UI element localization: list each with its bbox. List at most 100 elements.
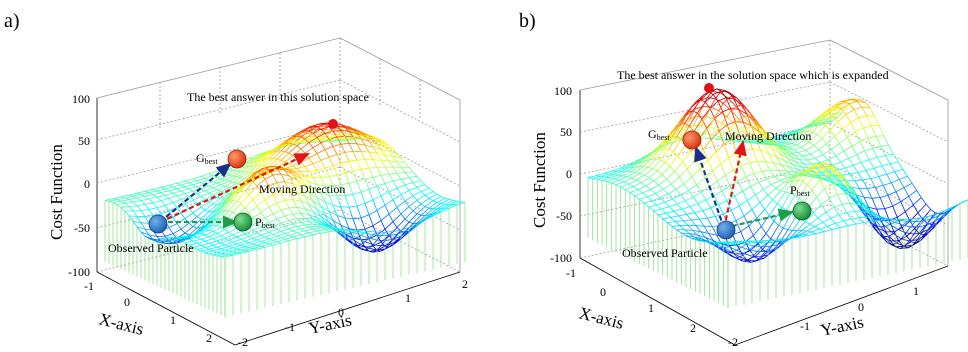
surface-mesh-line bbox=[889, 234, 894, 237]
surface-mesh-line bbox=[682, 209, 687, 214]
surface-mesh-line bbox=[898, 162, 903, 169]
surface-mesh-line bbox=[736, 216, 744, 221]
panel-a-pbest-marker bbox=[234, 213, 252, 231]
surface-mesh-line bbox=[209, 174, 213, 176]
surface-mesh-line bbox=[221, 251, 229, 253]
surface-mesh-line bbox=[233, 171, 237, 172]
surface-mesh-line bbox=[776, 182, 784, 188]
panel-b-z-tick: 0 bbox=[566, 167, 572, 181]
surface-mesh-line bbox=[763, 190, 768, 196]
surface-mesh-line bbox=[221, 240, 229, 243]
surface-mesh-line bbox=[837, 194, 845, 195]
surface-mesh-line bbox=[659, 185, 664, 189]
surface-mesh-line bbox=[177, 194, 185, 196]
surface-mesh-line bbox=[859, 217, 867, 218]
surface-mesh-line bbox=[753, 149, 761, 150]
panel-b-z-tick: 50 bbox=[560, 125, 572, 139]
surface-mesh-line bbox=[841, 158, 849, 162]
surface-mesh-line bbox=[285, 216, 289, 221]
surface-mesh-line bbox=[209, 234, 217, 237]
surface-mesh-line bbox=[317, 230, 325, 231]
surface-mesh-line bbox=[197, 237, 201, 239]
surface-mesh-line bbox=[301, 233, 309, 235]
surface-mesh-line bbox=[766, 234, 771, 239]
surface-mesh-line bbox=[293, 162, 301, 166]
surface-mesh-line bbox=[658, 215, 663, 219]
surface-mesh-line bbox=[397, 201, 405, 207]
surface-mesh-line bbox=[639, 199, 644, 203]
surface-mesh-line bbox=[277, 236, 281, 238]
surface-mesh-line bbox=[747, 200, 752, 209]
surface-mesh-line bbox=[904, 219, 912, 220]
surface-mesh-line bbox=[221, 181, 229, 185]
surface-mesh-line bbox=[685, 201, 690, 207]
surface-mesh-line bbox=[185, 185, 193, 187]
surface-mesh-line bbox=[808, 234, 816, 236]
surface-mesh-line bbox=[221, 179, 225, 180]
surface-mesh-line bbox=[353, 151, 357, 160]
surface-mesh-line bbox=[806, 150, 811, 154]
surface-mesh-line bbox=[185, 191, 193, 194]
surface-mesh-line bbox=[297, 218, 305, 219]
surface-mesh-line bbox=[611, 180, 619, 183]
surface-mesh-line bbox=[353, 230, 361, 231]
surface-mesh-line bbox=[815, 155, 823, 159]
surface-mesh-line bbox=[189, 183, 193, 185]
surface-mesh-line bbox=[846, 115, 851, 123]
surface-mesh-line bbox=[879, 174, 887, 176]
surface-mesh-line bbox=[201, 176, 205, 178]
surface-mesh-line bbox=[161, 191, 169, 193]
surface-mesh-line bbox=[833, 183, 841, 184]
surface-mesh-line bbox=[349, 140, 353, 141]
surface-mesh-line bbox=[821, 198, 829, 204]
surface-mesh-line bbox=[301, 222, 309, 223]
surface-mesh-line bbox=[209, 241, 217, 244]
surface-mesh-line bbox=[842, 204, 847, 212]
surface-mesh-line bbox=[842, 203, 850, 204]
surface-mesh-line bbox=[905, 205, 913, 212]
surface-mesh-line bbox=[221, 243, 225, 245]
surface-mesh-line bbox=[233, 182, 237, 183]
surface-mesh-line bbox=[425, 185, 429, 189]
surface-mesh-line bbox=[361, 192, 365, 203]
panel-a-pbest-text: Pbest bbox=[255, 215, 275, 230]
surface-mesh-line bbox=[177, 181, 185, 183]
surface-mesh-line bbox=[692, 169, 700, 177]
surface-mesh-line bbox=[357, 179, 365, 181]
surface-mesh-line bbox=[833, 162, 841, 165]
surface-mesh-line bbox=[297, 167, 305, 169]
surface-mesh-line bbox=[813, 205, 821, 213]
surface-mesh-line bbox=[373, 200, 377, 211]
surface-mesh-line bbox=[774, 221, 779, 225]
surface-mesh-line bbox=[643, 193, 648, 197]
surface-mesh-line bbox=[277, 216, 285, 219]
surface-mesh-line bbox=[161, 198, 169, 200]
surface-mesh-line bbox=[771, 181, 779, 185]
surface-mesh-line bbox=[417, 214, 421, 216]
surface-mesh-line bbox=[703, 211, 708, 219]
surface-mesh-line bbox=[830, 122, 838, 130]
surface-mesh-line bbox=[181, 191, 185, 194]
surface-mesh-line bbox=[405, 183, 413, 185]
surface-mesh-line bbox=[185, 213, 193, 219]
surface-mesh-line bbox=[433, 197, 441, 201]
surface-mesh-line bbox=[866, 170, 871, 178]
panel-b-x-tick: -1 bbox=[566, 266, 576, 280]
surface-mesh-line bbox=[177, 196, 181, 200]
panel-a-best-point-marker bbox=[328, 119, 338, 129]
panel-b-pbest-marker bbox=[793, 202, 811, 220]
surface-mesh-line bbox=[701, 187, 709, 192]
surface-mesh-line bbox=[767, 179, 772, 185]
surface-mesh-line bbox=[397, 188, 401, 195]
surface-mesh-line bbox=[819, 150, 824, 155]
surface-mesh-line bbox=[847, 213, 852, 220]
surface-mesh-line bbox=[815, 222, 823, 226]
surface-mesh-line bbox=[213, 179, 221, 182]
surface-mesh-line bbox=[712, 226, 717, 235]
surface-mesh-line bbox=[676, 184, 684, 190]
surface-mesh-line bbox=[729, 247, 737, 251]
surface-mesh-line bbox=[746, 174, 754, 177]
surface-mesh-line bbox=[655, 194, 660, 198]
surface-mesh-line bbox=[213, 236, 221, 239]
surface-mesh-line bbox=[857, 151, 865, 155]
